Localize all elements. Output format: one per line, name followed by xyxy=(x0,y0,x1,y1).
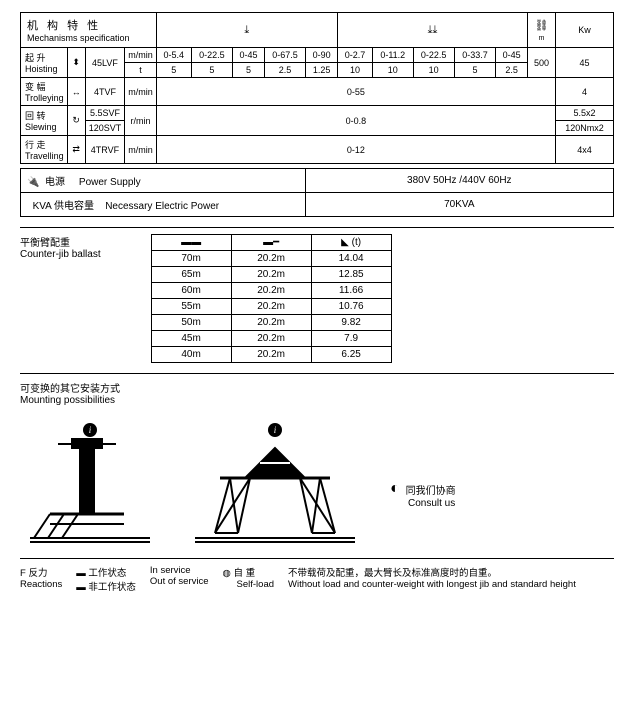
f1-en: Reactions xyxy=(20,579,62,590)
f2a-en: In service xyxy=(150,565,209,576)
crane-diagram-2 xyxy=(190,438,360,548)
slewing-val: 0-0.8 xyxy=(156,106,555,136)
supply-l1a: 电源 xyxy=(45,177,65,188)
hook-icon-2: ⤓⤓ xyxy=(428,24,438,36)
mounting-title-en: Mounting possibilities xyxy=(20,395,614,406)
hoisting-u2: t xyxy=(125,63,157,78)
supply-v2: 70KVA xyxy=(305,193,613,217)
mounting-option-1: i xyxy=(20,420,160,548)
f4-cn: 不带载荷及配重，最大臂长及标准高度时的自重。 xyxy=(288,565,614,579)
f4-en: Without load and counter-weight with lon… xyxy=(288,579,614,590)
slewing-kw2: 120Nmx2 xyxy=(556,121,614,136)
f3-cn: 自 重 xyxy=(233,568,255,579)
trolley-cn: 变 幅 xyxy=(25,80,64,93)
slewing-unit: r/min xyxy=(125,106,157,136)
consult-en: Consult us xyxy=(408,498,456,509)
slewing-cn: 回 转 xyxy=(25,109,64,122)
slewing-code1: 5.5SVF xyxy=(85,106,125,121)
info-icon: i xyxy=(268,423,282,437)
table-row: 60m20.2m11.66 xyxy=(151,283,391,299)
bar-icon: ▬ xyxy=(76,582,86,593)
consult-block: ◐ 同我们协商 Consult us xyxy=(390,480,456,509)
table-row: 50m20.2m9.82 xyxy=(151,315,391,331)
travel-cn: 行 走 xyxy=(25,138,64,151)
trolley-arrow-icon: ↔ xyxy=(72,87,81,97)
supply-table: 🔌 电源 Power Supply 380V 50Hz /440V 60Hz K… xyxy=(20,168,614,217)
mech-title-en: Mechanisms specification xyxy=(27,33,150,43)
bullet-icon: ◐ xyxy=(390,480,400,498)
bar-icon: ▬ xyxy=(76,568,86,579)
mechanisms-table: 机 构 特 性 Mechanisms specification ⤓ ⤓⤓ ⛓ m… xyxy=(20,12,614,164)
hoisting-code: 45LVF xyxy=(85,48,125,78)
mounting-title-cn: 可变换的其它安装方式 xyxy=(20,380,614,395)
crane-diagram-1 xyxy=(20,438,160,548)
f3-sym: ◍ xyxy=(223,568,231,579)
hoisting-load: 500 xyxy=(528,48,556,78)
travel-val: 0-12 xyxy=(156,136,555,164)
mounting-section: 可变换的其它安装方式 Mounting possibilities i xyxy=(20,380,614,548)
plug-icon: 🔌 xyxy=(27,177,39,188)
ballast-section: 平衡臂配重 Counter-jib ballast ▬▬ ▬━ ◣ (t) 70… xyxy=(20,234,614,363)
trolley-unit: m/min xyxy=(125,78,157,106)
trolley-code: 4TVF xyxy=(85,78,125,106)
slewing-en: Slewing xyxy=(25,122,64,132)
travel-kw: 4x4 xyxy=(556,136,614,164)
table-row: 45m20.2m7.9 xyxy=(151,331,391,347)
slewing-code2: 120SVT xyxy=(85,121,125,136)
table-row: 70m20.2m14.04 xyxy=(151,251,391,267)
travel-en: Travelling xyxy=(25,151,64,161)
consult-cn: 同我们协商 xyxy=(406,482,456,497)
footer-legend: F 反力 Reactions ▬ 工作状态 ▬ 非工作状态 In service… xyxy=(20,565,614,593)
slewing-kw1: 5.5x2 xyxy=(556,106,614,121)
hook-icon-1: ⤓ xyxy=(244,24,249,36)
hoisting-kw: 45 xyxy=(556,48,614,78)
hoisting-en: Hoisting xyxy=(25,64,64,74)
trolley-kw: 4 xyxy=(556,78,614,106)
f1-cn: F 反力 xyxy=(20,565,62,579)
supply-l2b: Necessary Electric Power xyxy=(105,201,219,212)
trolley-val: 0-55 xyxy=(156,78,555,106)
f2b: 非工作状态 xyxy=(88,582,136,593)
info-icon: i xyxy=(83,423,97,437)
mounting-option-2: i xyxy=(190,420,360,548)
load-icon: ⛓ xyxy=(535,20,549,32)
trolley-en: Trolleying xyxy=(25,93,64,103)
table-row: 65m20.2m12.85 xyxy=(151,267,391,283)
travel-code: 4TRVF xyxy=(85,136,125,164)
hoisting-u1: m/min xyxy=(125,48,157,63)
ballast-h1: ▬▬ xyxy=(151,235,231,251)
supply-l1b: Power Supply xyxy=(79,177,141,188)
supply-l2a: KVA 供电容量 xyxy=(33,201,95,212)
f2a: 工作状态 xyxy=(88,568,126,579)
ballast-title-en: Counter-jib ballast xyxy=(20,249,101,260)
supply-v1: 380V 50Hz /440V 60Hz xyxy=(305,169,613,193)
f3-en: Self-load xyxy=(237,579,275,590)
travel-unit: m/min xyxy=(125,136,157,164)
table-row: 40m20.2m6.25 xyxy=(151,347,391,363)
ballast-h3: ◣ (t) xyxy=(311,235,391,251)
hoisting-cn: 起 升 xyxy=(25,51,64,64)
table-row: 55m20.2m10.76 xyxy=(151,299,391,315)
f2b-en: Out of service xyxy=(150,576,209,587)
slewing-arrow-icon: ↻ xyxy=(72,115,80,125)
mech-title-cn: 机 构 特 性 xyxy=(27,17,150,33)
ballast-table: ▬▬ ▬━ ◣ (t) 70m20.2m14.0465m20.2m12.8560… xyxy=(151,234,392,363)
kw-header: Kw xyxy=(556,13,614,48)
travel-arrow-icon: ⇄ xyxy=(72,144,80,154)
ballast-title-cn: 平衡臂配重 xyxy=(20,234,101,249)
hoist-arrow-icon: ⬍ xyxy=(72,57,80,67)
ballast-h2: ▬━ xyxy=(231,235,311,251)
